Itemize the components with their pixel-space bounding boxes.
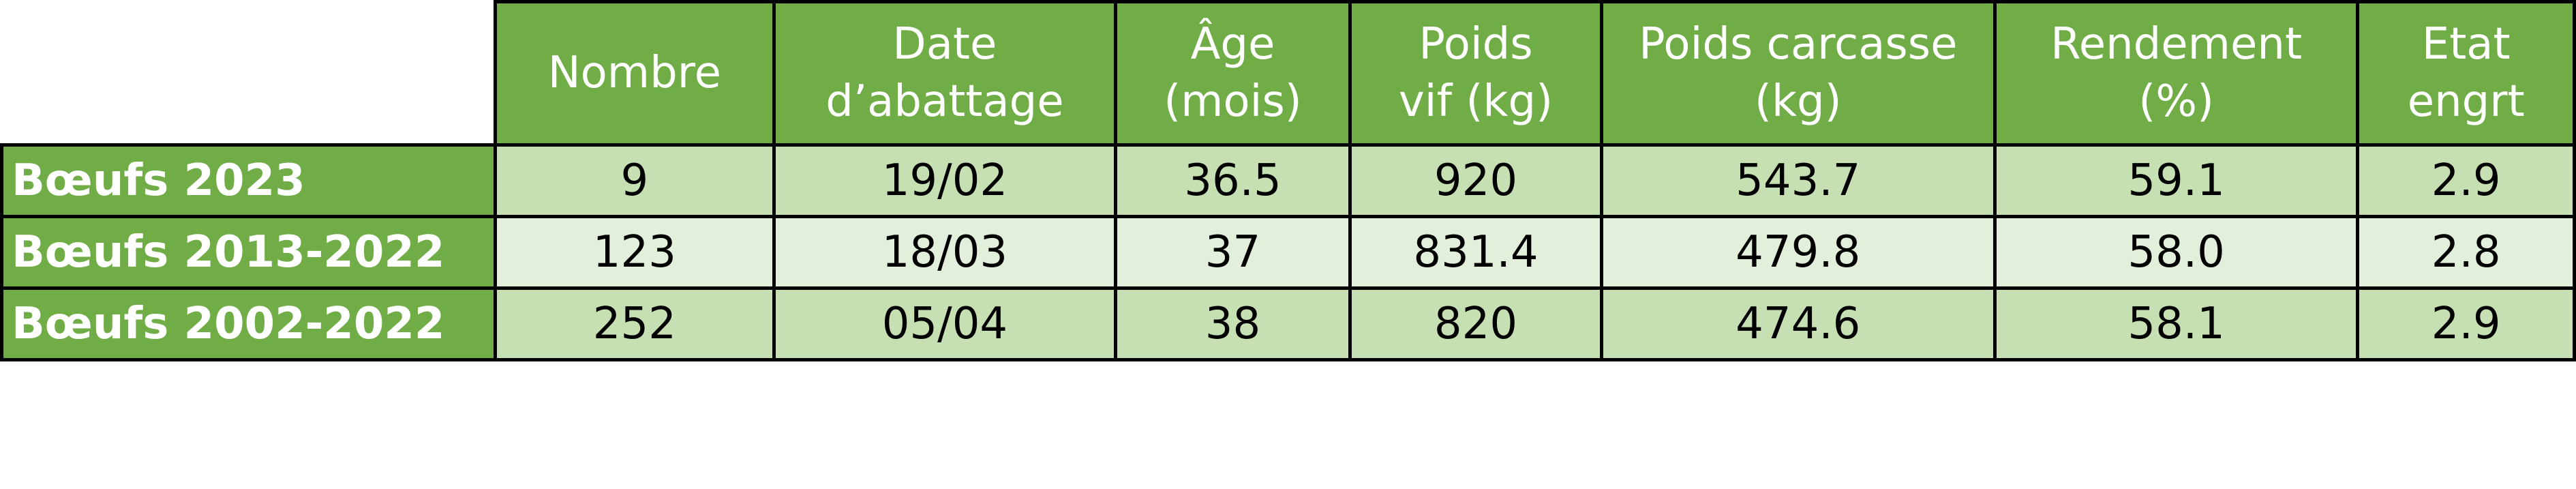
data-cell: 2.8: [2356, 215, 2576, 290]
header-cell: Âge (mois): [1113, 0, 1352, 147]
data-cell: 9: [493, 143, 776, 218]
header-line: Etat: [2421, 19, 2511, 70]
header-line: Poids carcasse: [1639, 19, 1958, 70]
data-cell: 36.5: [1113, 143, 1352, 218]
data-cell: 479.8: [1599, 215, 1997, 290]
row-label: Bœufs 2023: [0, 143, 497, 218]
data-cell: 18/03: [772, 215, 1117, 290]
data-cell: 820: [1348, 286, 1603, 361]
header-row: Nombre Date d’abattage Âge (mois) Poids vif (k…: [1, 0, 2576, 147]
row-label: Bœufs 2013-2022: [0, 215, 497, 290]
header-line: Âge: [1190, 19, 1275, 70]
data-cell: 38: [1113, 286, 1352, 361]
corner-cell: [1, 1, 497, 147]
header-line: d’abattage: [825, 76, 1064, 127]
header-cell: Nombre: [493, 0, 776, 147]
data-cell: 2.9: [2356, 286, 2576, 361]
table-row: Bœufs 2023 9 19/02 36.5 920 543.7 59.1 2.9: [0, 143, 2576, 218]
row-label: Bœufs 2002-2022: [0, 286, 497, 361]
header-line: Poids: [1419, 19, 1533, 70]
header-cell: Poids vif (kg): [1348, 0, 1603, 147]
data-cell: 2.9: [2356, 143, 2576, 218]
header-line: Date: [892, 19, 997, 70]
table-body: Bœufs 2023 9 19/02 36.5 920 543.7 59.1 2.9 Bœufs…: [0, 143, 2576, 361]
data-cell: 543.7: [1599, 143, 1997, 218]
data-cell: 58.1: [1992, 286, 2360, 361]
data-cell: 37: [1113, 215, 1352, 290]
header-line: engrt: [2407, 76, 2525, 127]
header-cell: Poids carcasse (kg): [1599, 0, 1997, 147]
data-cell: 831.4: [1348, 215, 1603, 290]
header-line: vif (kg): [1398, 76, 1554, 127]
data-cell: 920: [1348, 143, 1603, 218]
header-line: (kg): [1754, 76, 1842, 127]
header-line: (%): [2138, 76, 2214, 127]
table-row: Bœufs 2002-2022 252 05/04 38 820 474.6 58.1 2.9: [0, 286, 2576, 361]
data-cell: 474.6: [1599, 286, 1997, 361]
header-line: (mois): [1164, 76, 1302, 127]
header-line: Rendement: [2050, 19, 2303, 70]
data-cell: 123: [493, 215, 776, 290]
table-row: Bœufs 2013-2022 123 18/03 37 831.4 479.8 58.0 2…: [0, 215, 2576, 290]
header-cell: Etat engrt: [2356, 0, 2576, 147]
header-line: Nombre: [547, 47, 721, 98]
data-cell: 59.1: [1992, 143, 2360, 218]
data-table: Nombre Date d’abattage Âge (mois) Poids vif (k…: [0, 0, 2576, 361]
header-cell: Date d’abattage: [772, 0, 1117, 147]
data-cell: 05/04: [772, 286, 1117, 361]
data-cell: 19/02: [772, 143, 1117, 218]
data-cell: 252: [493, 286, 776, 361]
data-cell: 58.0: [1992, 215, 2360, 290]
header-cell: Rendement (%): [1992, 0, 2360, 147]
